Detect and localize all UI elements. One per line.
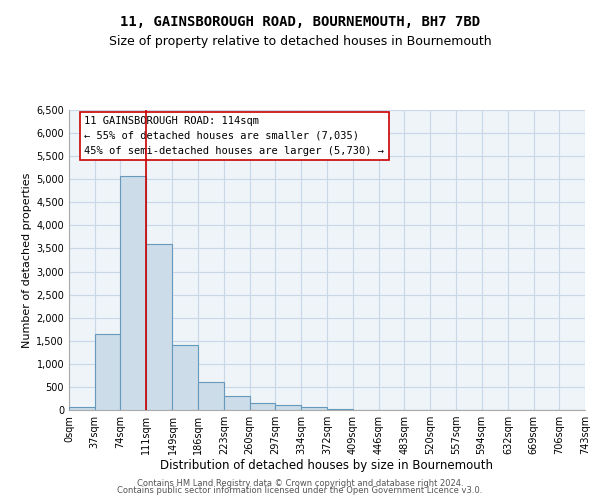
Bar	[69, 407, 95, 410]
Bar	[121, 176, 146, 410]
Text: Contains public sector information licensed under the Open Government Licence v3: Contains public sector information licen…	[118, 486, 482, 495]
X-axis label: Distribution of detached houses by size in Bournemouth: Distribution of detached houses by size …	[161, 458, 493, 471]
Y-axis label: Number of detached properties: Number of detached properties	[22, 172, 32, 348]
Bar	[198, 382, 224, 410]
Bar	[172, 346, 198, 410]
Bar	[301, 407, 328, 410]
Bar	[95, 334, 121, 410]
Text: 11, GAINSBOROUGH ROAD, BOURNEMOUTH, BH7 7BD: 11, GAINSBOROUGH ROAD, BOURNEMOUTH, BH7 …	[120, 15, 480, 29]
Bar	[250, 403, 275, 410]
Bar	[328, 409, 353, 410]
Text: Contains HM Land Registry data © Crown copyright and database right 2024.: Contains HM Land Registry data © Crown c…	[137, 478, 463, 488]
Text: Size of property relative to detached houses in Bournemouth: Size of property relative to detached ho…	[109, 35, 491, 48]
Bar	[224, 396, 250, 410]
Text: 11 GAINSBOROUGH ROAD: 114sqm
← 55% of detached houses are smaller (7,035)
45% of: 11 GAINSBOROUGH ROAD: 114sqm ← 55% of de…	[85, 116, 385, 156]
Bar	[146, 244, 172, 410]
Bar	[275, 405, 301, 410]
